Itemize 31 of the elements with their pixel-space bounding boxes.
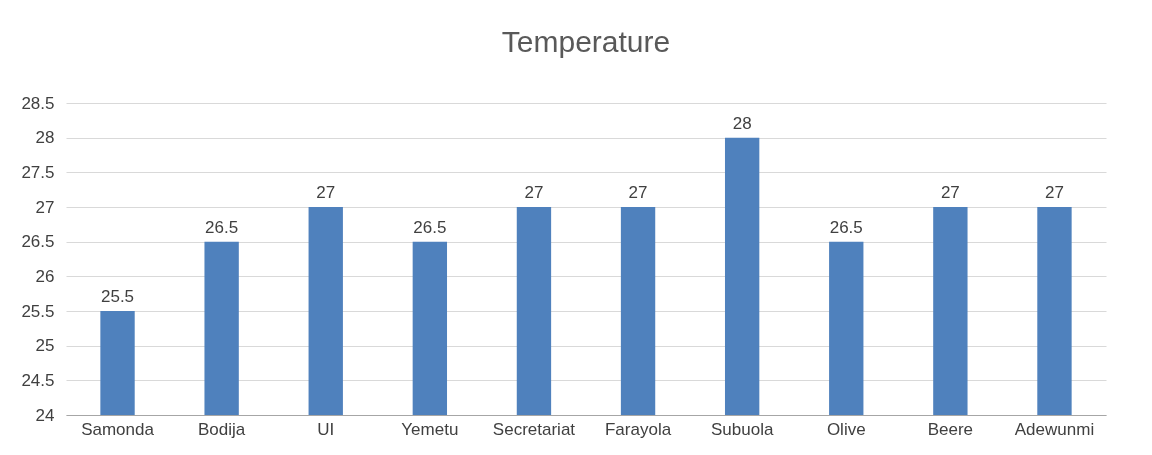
y-tick-label: 28.5: [21, 93, 55, 113]
data-label: 27: [316, 183, 336, 202]
data-label: 27: [1045, 183, 1064, 202]
x-tick-label: Adewunmi: [1014, 419, 1095, 439]
y-tick-label: 28: [35, 128, 55, 148]
x-tick-label: Yemetu: [401, 419, 459, 439]
x-tick-label: UI: [317, 419, 335, 439]
x-tick-label: Farayola: [604, 419, 672, 439]
y-tick-label: 27: [35, 197, 55, 217]
data-label: 27: [524, 183, 544, 202]
y-tick-label: 26: [35, 266, 55, 286]
x-tick-label: Subuola: [710, 419, 774, 439]
x-tick-label: Samonda: [81, 419, 155, 439]
data-label: 26.5: [205, 217, 239, 237]
data-label: 27: [940, 183, 960, 202]
y-tick-label: 27.5: [21, 162, 55, 182]
data-label: 28: [732, 113, 752, 133]
data-label: 26.5: [413, 217, 447, 237]
y-tick-label: 24: [35, 405, 55, 425]
y-tick-label: 25: [35, 336, 55, 356]
x-tick-label: Bodija: [198, 419, 246, 439]
chart-title: Temperature: [501, 25, 671, 58]
y-tick-label: 24.5: [21, 370, 55, 390]
x-tick-label: Olive: [826, 419, 866, 439]
y-tick-label: 26.5: [21, 232, 55, 252]
data-label: 27: [628, 183, 648, 202]
y-tick-label: 25.5: [21, 301, 55, 321]
data-label: 26.5: [829, 217, 863, 237]
x-tick-label: Beere: [927, 419, 974, 439]
data-label: 25.5: [100, 287, 135, 306]
x-tick-label: Secretariat: [492, 419, 576, 439]
